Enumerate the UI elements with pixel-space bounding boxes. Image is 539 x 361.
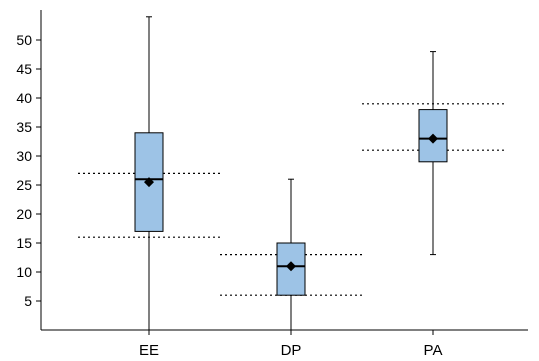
box-plot-ee xyxy=(134,16,164,330)
y-tick-label: 10 xyxy=(16,264,32,280)
box-plots xyxy=(134,16,448,330)
box-plot-dp xyxy=(276,178,306,330)
mean-marker xyxy=(286,261,296,272)
y-tick-label: 50 xyxy=(16,32,32,48)
x-category-label-ee: EE xyxy=(139,342,159,359)
y-tick-label: 30 xyxy=(16,148,32,164)
mean-marker xyxy=(428,133,438,144)
x-category-label-dp: DP xyxy=(281,342,302,359)
x-category-label-pa: PA xyxy=(424,342,443,359)
y-tick-label: 45 xyxy=(16,61,32,77)
y-tick-label: 40 xyxy=(16,90,32,106)
y-axis-ticks: 5 10 15 20 25 30 35 40 45 50 xyxy=(16,32,41,309)
y-tick-label: 20 xyxy=(16,206,32,222)
y-tick-label: 25 xyxy=(16,177,32,193)
y-tick-label: 5 xyxy=(24,293,32,309)
box-plot-pa xyxy=(418,51,448,256)
y-tick-label: 35 xyxy=(16,119,32,135)
y-tick-label: 15 xyxy=(16,235,32,251)
x-axis-ticks: EE DP PA xyxy=(139,330,442,359)
mean-marker xyxy=(144,177,154,188)
